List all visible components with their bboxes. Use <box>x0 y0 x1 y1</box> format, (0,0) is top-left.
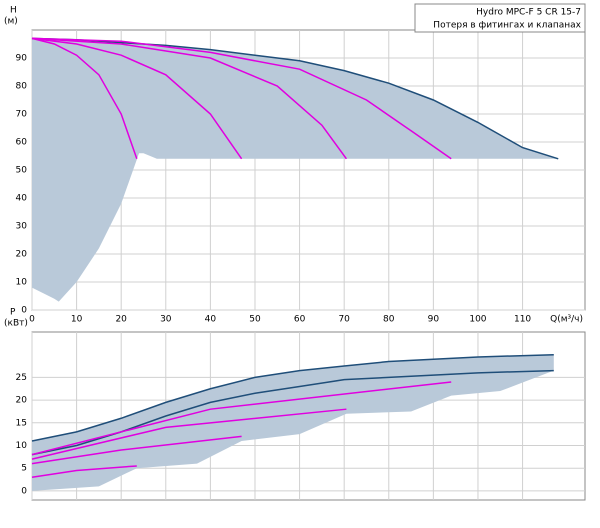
line <box>31 37 559 160</box>
y-tick-label: 20 <box>16 250 28 260</box>
area <box>32 354 554 491</box>
y-tick-label: 5 <box>21 464 27 474</box>
y-tick-label: 30 <box>16 222 28 232</box>
annotation: Потеря в фитингах и клапанах <box>433 21 581 31</box>
x-tick-label: 50 <box>249 315 261 325</box>
y-tick-label: 80 <box>16 82 28 92</box>
x-tick-label: 40 <box>205 315 217 325</box>
line <box>31 37 138 160</box>
y-tick-label: 10 <box>16 441 28 451</box>
y-tick-label: 40 <box>16 194 28 204</box>
y-tick-label: 60 <box>16 138 28 148</box>
y-tick-label: 15 <box>16 418 27 428</box>
y-axis-unit: (м) <box>4 17 18 27</box>
line <box>31 408 347 460</box>
y-tick-label: 90 <box>16 54 28 64</box>
x-tick-label: 70 <box>338 315 350 325</box>
y-axis-unit: (кВт) <box>4 319 28 329</box>
y-tick-label: 20 <box>16 396 28 406</box>
y-axis-label: P <box>10 308 16 318</box>
x-tick-label: 100 <box>469 315 486 325</box>
y-tick-label: 0 <box>21 306 27 316</box>
y-tick-label: 50 <box>16 166 28 176</box>
y-tick-label: 10 <box>16 278 28 288</box>
x-tick-label: 60 <box>294 315 306 325</box>
line <box>31 353 554 442</box>
line <box>31 435 242 465</box>
line <box>31 37 348 160</box>
area <box>32 38 559 302</box>
annotation: Hydro MPC-F 5 CR 15-7 <box>476 8 581 18</box>
line <box>31 37 243 160</box>
line <box>31 381 452 456</box>
x-tick-label: 20 <box>115 315 127 325</box>
line <box>31 37 452 160</box>
x-tick-label: 0 <box>29 315 35 325</box>
y-tick-label: 25 <box>16 373 27 383</box>
x-tick-label: 110 <box>514 315 531 325</box>
x-tick-label: 90 <box>428 315 440 325</box>
annotation-box <box>414 3 586 33</box>
line <box>31 465 137 479</box>
y-tick-label: 70 <box>16 110 28 120</box>
x-tick-label: 80 <box>383 315 395 325</box>
x-tick-label: 30 <box>160 315 172 325</box>
y-axis-label: H <box>10 6 17 16</box>
x-tick-label: 10 <box>71 315 83 325</box>
y-tick-label: 0 <box>21 486 27 496</box>
x-axis-label: Q(м³/ч) <box>550 315 583 325</box>
